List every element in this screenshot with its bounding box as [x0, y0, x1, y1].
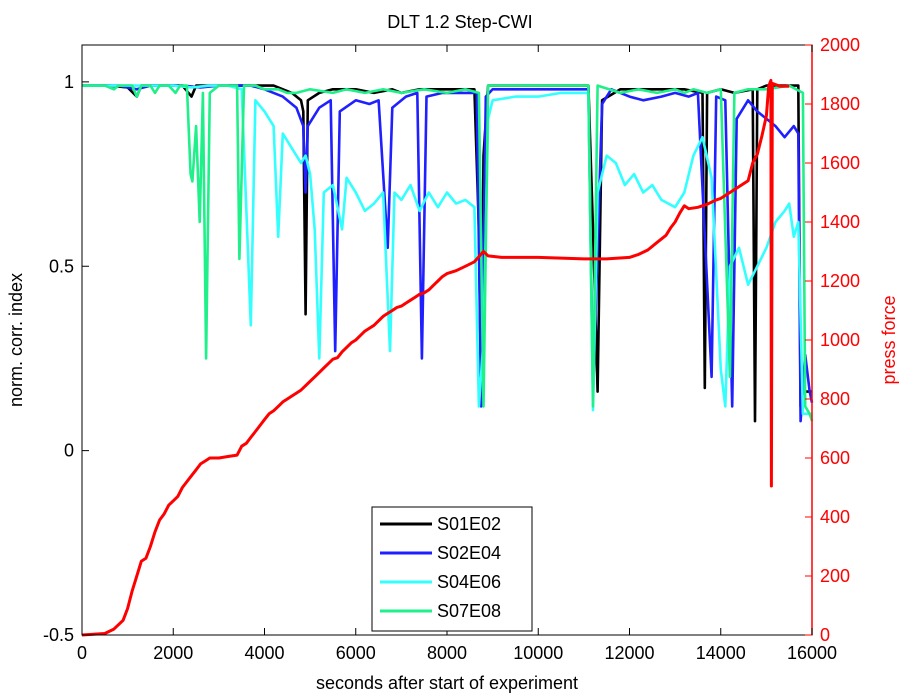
series-layer: [81, 78, 814, 637]
series-line-press-force: [81, 78, 790, 637]
x-axis-label: seconds after start of experiment: [316, 673, 578, 693]
series-line-s04e06: [82, 84, 812, 416]
x-tick-label: 14000: [696, 643, 746, 663]
right-tick-label: 1800: [820, 94, 860, 114]
right-tick-label: 2000: [820, 35, 860, 55]
right-axis: 0 200 400 600 800 1000 1200 1400 1600 1800 2000: [805, 35, 860, 645]
x-tick-label: 10000: [513, 643, 563, 663]
series-line-s07e08: [82, 84, 814, 422]
right-axis-label: press force: [879, 295, 899, 384]
x-tick-label: 8000: [427, 643, 467, 663]
right-tick-label: 0: [820, 625, 830, 645]
left-tick-label: 0.5: [49, 256, 74, 276]
left-axis-label: norm. corr. index: [6, 273, 26, 407]
chart-title: DLT 1.2 Step-CWI: [387, 12, 532, 32]
series-line-s02e04: [82, 84, 814, 423]
left-tick-label: 1: [64, 72, 74, 92]
right-tick-label: 1000: [820, 330, 860, 350]
x-tick-label: 2000: [153, 643, 193, 663]
legend: S01E02 S02E04 S04E06 S07E08: [371, 506, 533, 632]
x-tick-label: 16000: [787, 643, 837, 663]
right-tick-label: 200: [820, 566, 850, 586]
x-tick-label: 6000: [336, 643, 376, 663]
legend-label: S02E04: [437, 543, 501, 563]
x-axis: 0 2000 4000 6000 8000 10000 12000 14000 16000: [77, 45, 837, 663]
legend-label: S04E06: [437, 572, 501, 592]
right-tick-label: 1400: [820, 212, 860, 232]
right-tick-label: 1200: [820, 271, 860, 291]
right-tick-label: 800: [820, 389, 850, 409]
right-tick-label: 1600: [820, 153, 860, 173]
left-tick-label: 0: [64, 441, 74, 461]
left-axis: -0.5 0 0.5 1: [43, 72, 89, 645]
left-tick-label: -0.5: [43, 625, 74, 645]
x-tick-label: 0: [77, 643, 87, 663]
legend-label: S01E02: [437, 514, 501, 534]
legend-label: S07E08: [437, 601, 501, 621]
right-tick-label: 600: [820, 448, 850, 468]
right-tick-label: 400: [820, 507, 850, 527]
x-tick-label: 12000: [604, 643, 654, 663]
x-tick-label: 4000: [244, 643, 284, 663]
